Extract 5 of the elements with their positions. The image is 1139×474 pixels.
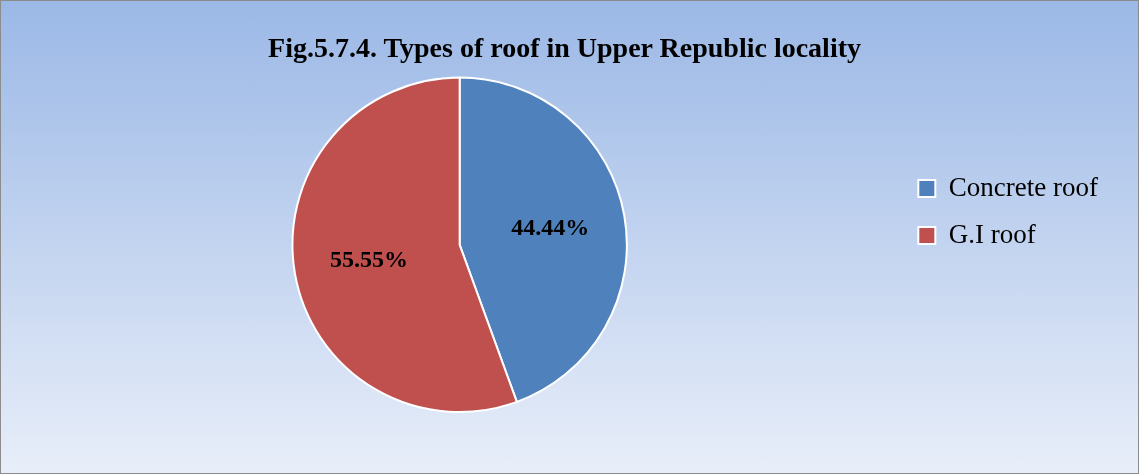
- legend-label: Concrete roof: [948, 171, 1099, 202]
- data-label: 55.55%: [330, 245, 409, 272]
- chart-title: Fig.5.7.4. Types of roof in Upper Republic locality: [268, 32, 861, 64]
- data-label: 44.44%: [511, 214, 590, 241]
- legend-label: G.I roof: [948, 218, 1036, 249]
